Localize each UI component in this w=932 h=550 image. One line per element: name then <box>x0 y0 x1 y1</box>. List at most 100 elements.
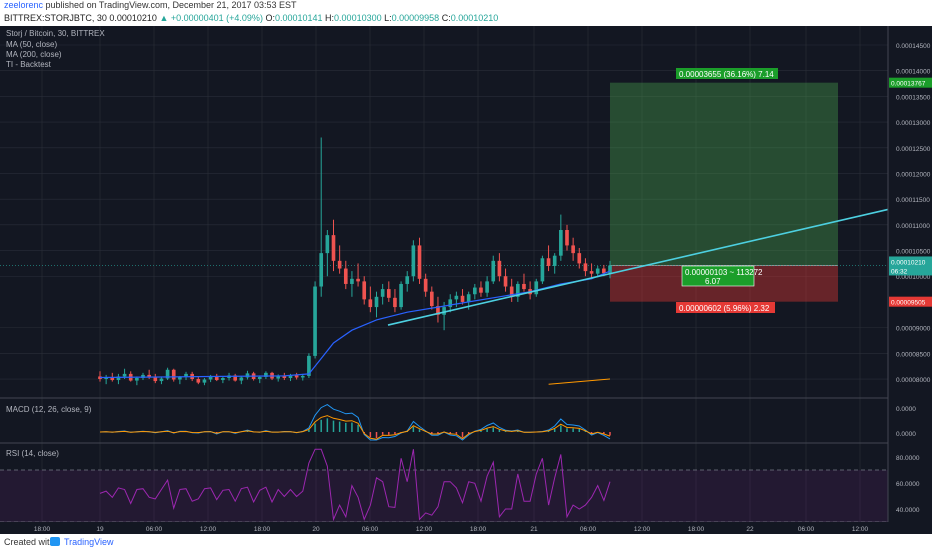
candle-body <box>448 299 453 308</box>
price-tick-label: 0.00012000 <box>896 171 931 178</box>
candle-body <box>522 283 526 290</box>
candles-group <box>98 137 612 386</box>
candle-body <box>399 283 403 308</box>
price-axis-bg <box>888 26 932 534</box>
price-tick-label: 0.00008500 <box>896 351 931 358</box>
long-position-tool[interactable] <box>0 82 888 302</box>
time-tick-label: 21 <box>530 526 538 533</box>
candle-body <box>153 377 158 382</box>
profit-zone[interactable] <box>610 82 838 266</box>
candle <box>159 376 164 385</box>
chart-canvas[interactable]: 0.00014500 0.00014000 0.00013500 0.00013000… <box>0 26 932 534</box>
stop-price-badge-box <box>889 296 932 307</box>
candle-body <box>368 299 373 308</box>
candle-body <box>98 376 102 380</box>
current-price-badge-box <box>889 256 932 267</box>
candle <box>343 260 348 290</box>
stop-label: 0.00000602 (5.96%) 2.32 <box>679 304 770 313</box>
candle-body <box>319 253 324 287</box>
target-label-box <box>676 68 778 79</box>
candle <box>98 371 102 382</box>
price-tick-label: 0.00013000 <box>896 120 931 127</box>
price-tick-label: 0.00009000 <box>896 326 931 333</box>
time-axis[interactable]: 18:00 19 06:00 12:00 18:00 20 06:00 12:00 18:00 2… <box>0 522 932 534</box>
indicator-panes <box>0 404 888 523</box>
time-tick-label: 18:00 <box>470 526 487 533</box>
candle <box>362 276 367 305</box>
candle <box>589 263 594 279</box>
macd-tick-label: 0.0000 <box>896 406 916 413</box>
macd-tick-label: 0.0000 <box>896 431 916 438</box>
bar-countdown-badge: 06:32 <box>891 268 908 275</box>
time-tick-label: 06:00 <box>146 526 163 533</box>
candle <box>368 286 373 313</box>
legend-backtest: TI - Backtest <box>6 60 52 69</box>
candle <box>196 376 201 385</box>
candle-body <box>472 287 477 295</box>
trendline[interactable] <box>387 208 889 326</box>
candle <box>319 137 324 297</box>
candle-body <box>343 268 348 284</box>
candle <box>104 374 108 385</box>
author-link[interactable]: zeelorenc <box>4 0 44 10</box>
chart-background <box>0 26 932 534</box>
candle <box>141 372 145 381</box>
candle <box>509 278 514 302</box>
legend-ma50: MA (50, close) <box>6 40 57 49</box>
target-price-badge: 0.00013767 <box>891 81 926 88</box>
candle <box>356 263 360 287</box>
price-tick-label: 0.00011500 <box>896 197 930 204</box>
candle <box>448 294 453 313</box>
time-tick-label: 18:00 <box>34 526 51 533</box>
candle-body <box>546 258 551 266</box>
stop-label-box <box>676 302 775 313</box>
current-price-badge: 0.00010210 <box>891 259 926 266</box>
candle <box>116 373 121 385</box>
price-tick-label: 0.00013500 <box>896 94 931 101</box>
candle <box>583 258 588 277</box>
candle-body <box>165 369 170 379</box>
candle-body <box>460 295 465 302</box>
candle-body <box>245 373 250 378</box>
candle-body <box>337 260 342 269</box>
candle <box>411 240 416 282</box>
time-tick-label: 12:00 <box>852 526 869 533</box>
candle-body <box>380 289 385 297</box>
candle-body <box>331 235 336 261</box>
candle-body <box>436 306 440 315</box>
candle-body <box>214 375 219 381</box>
candle-body <box>503 276 508 287</box>
candle-body <box>595 268 600 274</box>
target-label: 0.00003655 (36.16%) 7.14 <box>679 70 774 79</box>
stop-price-badge: 0.00009505 <box>891 300 926 307</box>
close-value: 0.00010210 <box>450 13 499 23</box>
open-value: 0.00010141 <box>274 13 323 23</box>
candle <box>313 281 317 359</box>
candle-body <box>386 289 391 298</box>
candle-body <box>159 378 164 382</box>
tradingview-link[interactable]: TradingView <box>64 537 114 547</box>
candle <box>479 281 483 297</box>
bar-countdown-badge-box <box>889 265 932 276</box>
candle-body <box>534 281 539 295</box>
candle-body <box>356 278 360 282</box>
candle <box>386 281 391 302</box>
candle <box>350 271 354 297</box>
price-change: ▲ +0.00000401 (+4.09%) <box>159 13 263 23</box>
candle <box>405 271 410 292</box>
price-axis[interactable]: 0.00014500 0.00014000 0.00013500 0.00013000… <box>887 26 932 534</box>
open-label: O: <box>265 13 275 23</box>
candle <box>214 373 219 382</box>
candle <box>497 253 502 282</box>
candle <box>460 289 465 305</box>
time-tick-label: 12:00 <box>416 526 433 533</box>
candle <box>399 281 403 310</box>
candle <box>239 375 244 385</box>
rsi-title: RSI (14, close) <box>6 449 59 458</box>
candle-body <box>110 377 115 381</box>
candle <box>325 229 330 277</box>
candle <box>202 377 207 386</box>
candle <box>233 373 238 382</box>
close-label: C: <box>441 13 451 23</box>
candle-body <box>583 263 588 272</box>
